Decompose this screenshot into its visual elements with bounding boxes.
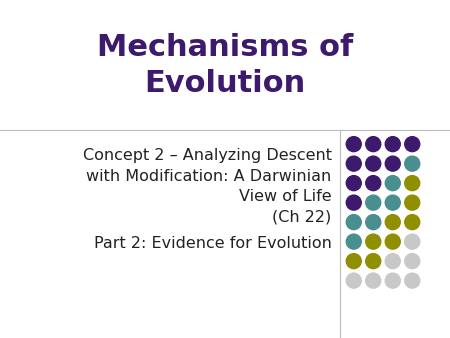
Circle shape: [385, 273, 400, 288]
Text: Part 2: Evidence for Evolution: Part 2: Evidence for Evolution: [94, 236, 332, 251]
Circle shape: [346, 254, 361, 269]
Circle shape: [346, 195, 361, 210]
Circle shape: [405, 234, 420, 249]
Circle shape: [385, 254, 400, 269]
Circle shape: [405, 215, 420, 230]
Circle shape: [366, 195, 381, 210]
Text: Concept 2 – Analyzing Descent
with Modification: A Darwinian
View of Life
(Ch 22: Concept 2 – Analyzing Descent with Modif…: [83, 148, 332, 224]
Circle shape: [385, 215, 400, 230]
Circle shape: [366, 156, 381, 171]
Circle shape: [346, 156, 361, 171]
Circle shape: [405, 254, 420, 269]
Circle shape: [346, 273, 361, 288]
Circle shape: [366, 215, 381, 230]
Circle shape: [366, 176, 381, 191]
Circle shape: [385, 234, 400, 249]
Circle shape: [385, 137, 400, 152]
Text: Mechanisms of
Evolution: Mechanisms of Evolution: [97, 32, 353, 98]
Circle shape: [405, 137, 420, 152]
Circle shape: [346, 215, 361, 230]
Circle shape: [366, 234, 381, 249]
Circle shape: [385, 176, 400, 191]
Circle shape: [385, 195, 400, 210]
Circle shape: [405, 176, 420, 191]
Circle shape: [366, 254, 381, 269]
Circle shape: [366, 137, 381, 152]
Circle shape: [385, 156, 400, 171]
Circle shape: [366, 273, 381, 288]
Circle shape: [405, 195, 420, 210]
Circle shape: [346, 176, 361, 191]
Circle shape: [405, 156, 420, 171]
Circle shape: [346, 234, 361, 249]
Circle shape: [346, 137, 361, 152]
Circle shape: [405, 273, 420, 288]
